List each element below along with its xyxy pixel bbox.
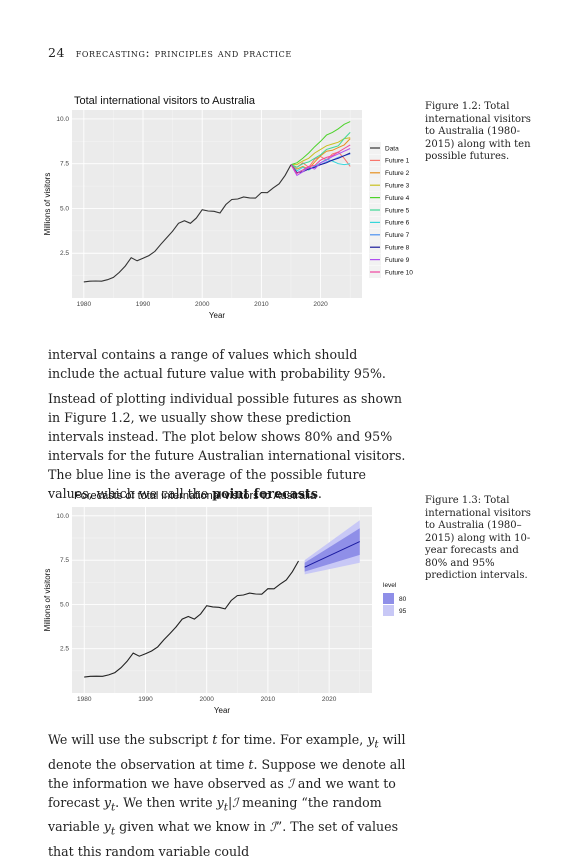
- chart2-xtick-label: 1990: [138, 696, 153, 703]
- series-line-data: [83, 164, 292, 283]
- page-header: 24 forecasting: principles and practice: [48, 45, 292, 60]
- series-line-future-8: [290, 152, 351, 174]
- body-block-2: We will use the subscript t for time. Fo…: [48, 730, 408, 867]
- figure2-caption: Figure 1.3: Total international visitors…: [425, 495, 531, 581]
- paragraph-1: interval contains a range of values whic…: [48, 347, 386, 381]
- chart1-ytick-label: 5.0: [60, 205, 69, 212]
- chart1-xtick-label: 2020: [313, 301, 328, 308]
- chart2-xtick-label: 1980: [77, 696, 92, 703]
- chart2-xtick-label: 2020: [322, 696, 337, 703]
- legend-title: level: [383, 582, 397, 589]
- legend-label-future-10: Future 10: [385, 269, 413, 276]
- legend-label-future-1: Future 1: [385, 158, 410, 165]
- running-title: forecasting: principles and practice: [75, 46, 292, 60]
- paragraph-2: Instead of plotting individual possible …: [48, 389, 408, 503]
- legend-label-data: Data: [385, 145, 399, 152]
- chart-future-visitors: Total international visitors to Australi…: [43, 95, 413, 320]
- legend-label-future-5: Future 5: [385, 207, 410, 214]
- chart2-ytick-label: 10.0: [56, 513, 69, 520]
- chart1-xlabel: Year: [209, 311, 226, 320]
- legend-label-future-9: Future 9: [385, 257, 410, 264]
- chart1-xtick-label: 2010: [254, 301, 269, 308]
- chart1-xtick-label: 1980: [77, 301, 92, 308]
- chart1-ytick-label: 7.5: [60, 161, 69, 168]
- chart2-xlabel: Year: [214, 706, 231, 715]
- chart2-ytick-label: 7.5: [60, 557, 69, 564]
- series-line-future-2: [290, 138, 351, 170]
- legend-label-future-7: Future 7: [385, 232, 410, 239]
- legend-label-future-3: Future 3: [385, 183, 410, 190]
- paragraph-2-text: Instead of plotting individual possible …: [48, 391, 406, 501]
- series-line-future-10: [290, 144, 351, 175]
- chart1-title: Total international visitors to Australi…: [74, 95, 256, 107]
- series-line-future-3: [291, 137, 351, 166]
- series-line-future-5: [290, 132, 351, 168]
- legend-label-80: 80: [399, 596, 407, 603]
- figure1-caption: Figure 1.2: Total international visitors…: [425, 101, 531, 162]
- chart2-xtick-label: 2010: [261, 696, 276, 703]
- chart1-xtick-label: 2000: [195, 301, 210, 308]
- chart1-ytick-label: 2.5: [60, 250, 69, 257]
- history-line: [84, 560, 299, 678]
- point-forecasts-term: point forecasts: [212, 486, 318, 501]
- point-forecast-line: [304, 541, 360, 568]
- chart2-panel: [72, 507, 372, 693]
- body-block-1: interval contains a range of values whic…: [48, 345, 408, 509]
- chart2-xtick-label: 2000: [199, 696, 214, 703]
- chart2-ytick-label: 5.0: [60, 601, 69, 608]
- chart2-ylabel: Millions of visitors: [43, 569, 52, 632]
- legend-label-future-4: Future 4: [385, 195, 410, 202]
- series-line-future-1: [290, 151, 351, 169]
- chart1-ytick-label: 10.0: [56, 116, 69, 123]
- paragraph-3: We will use the subscript t for time. Fo…: [48, 732, 406, 859]
- paragraph-2-end: .: [317, 486, 322, 501]
- legend-swatch-95: [383, 605, 394, 616]
- legend-label-future-2: Future 2: [385, 170, 410, 177]
- legend-swatch-80: [383, 593, 394, 604]
- page-number: 24: [48, 45, 66, 60]
- legend-label-future-6: Future 6: [385, 220, 410, 227]
- chart2-ytick-label: 2.5: [60, 646, 69, 653]
- series-line-future-4: [290, 121, 351, 166]
- legend-label-95: 95: [399, 608, 407, 615]
- chart1-ylabel: Millions of visitors: [43, 173, 52, 236]
- chart1-panel: [72, 110, 362, 298]
- chart1-xtick-label: 1990: [136, 301, 151, 308]
- chart-forecast-intervals: Forecasts of total international visitor…: [43, 490, 407, 715]
- legend-label-future-8: Future 8: [385, 245, 410, 252]
- series-line-future-9: [290, 148, 351, 177]
- chart2-title: Forecasts of total international visitor…: [74, 490, 317, 502]
